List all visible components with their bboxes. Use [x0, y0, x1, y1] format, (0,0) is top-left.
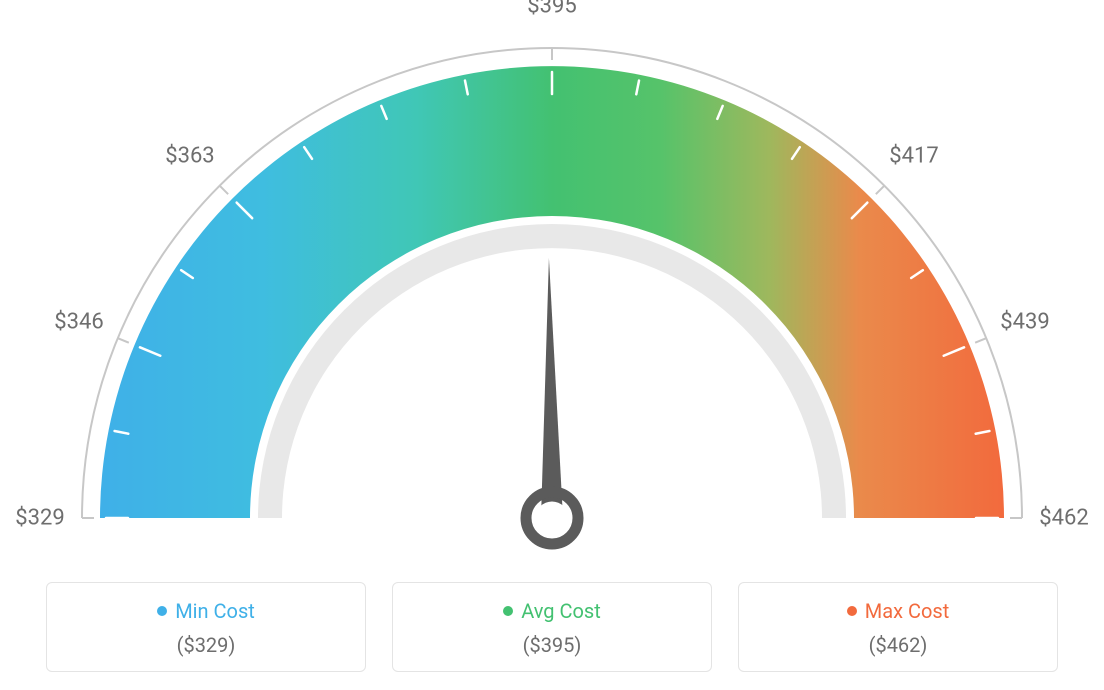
legend-label-avg: Avg Cost [521, 599, 601, 623]
gauge-tick-label: $363 [165, 143, 214, 168]
gauge-svg [0, 10, 1104, 570]
legend-card-min: Min Cost ($329) [46, 582, 366, 672]
legend-dot-max [847, 606, 857, 616]
legend-value-min: ($329) [57, 633, 355, 657]
legend-dot-min [157, 606, 167, 616]
legend-title-min: Min Cost [157, 599, 255, 623]
gauge-tick-label: $462 [1039, 506, 1088, 531]
legend-label-max: Max Cost [865, 599, 950, 623]
legend-title-max: Max Cost [847, 599, 950, 623]
legend-value-avg: ($395) [403, 633, 701, 657]
legend-dot-avg [503, 606, 513, 616]
gauge-tick-label: $417 [889, 143, 938, 168]
legend-label-min: Min Cost [175, 599, 255, 623]
gauge-tick-label: $329 [15, 506, 64, 531]
gauge-tick-label: $346 [54, 310, 103, 335]
legend-value-max: ($462) [749, 633, 1047, 657]
legend-title-avg: Avg Cost [503, 599, 601, 623]
legend-card-avg: Avg Cost ($395) [392, 582, 712, 672]
legend-card-max: Max Cost ($462) [738, 582, 1058, 672]
gauge-tick-label: $439 [1000, 310, 1049, 335]
gauge-chart: $329 $346 $363 $395 $417 $439 $462 [0, 0, 1104, 560]
legend-row: Min Cost ($329) Avg Cost ($395) Max Cost… [0, 582, 1104, 672]
gauge-tick-label: $395 [527, 0, 576, 19]
